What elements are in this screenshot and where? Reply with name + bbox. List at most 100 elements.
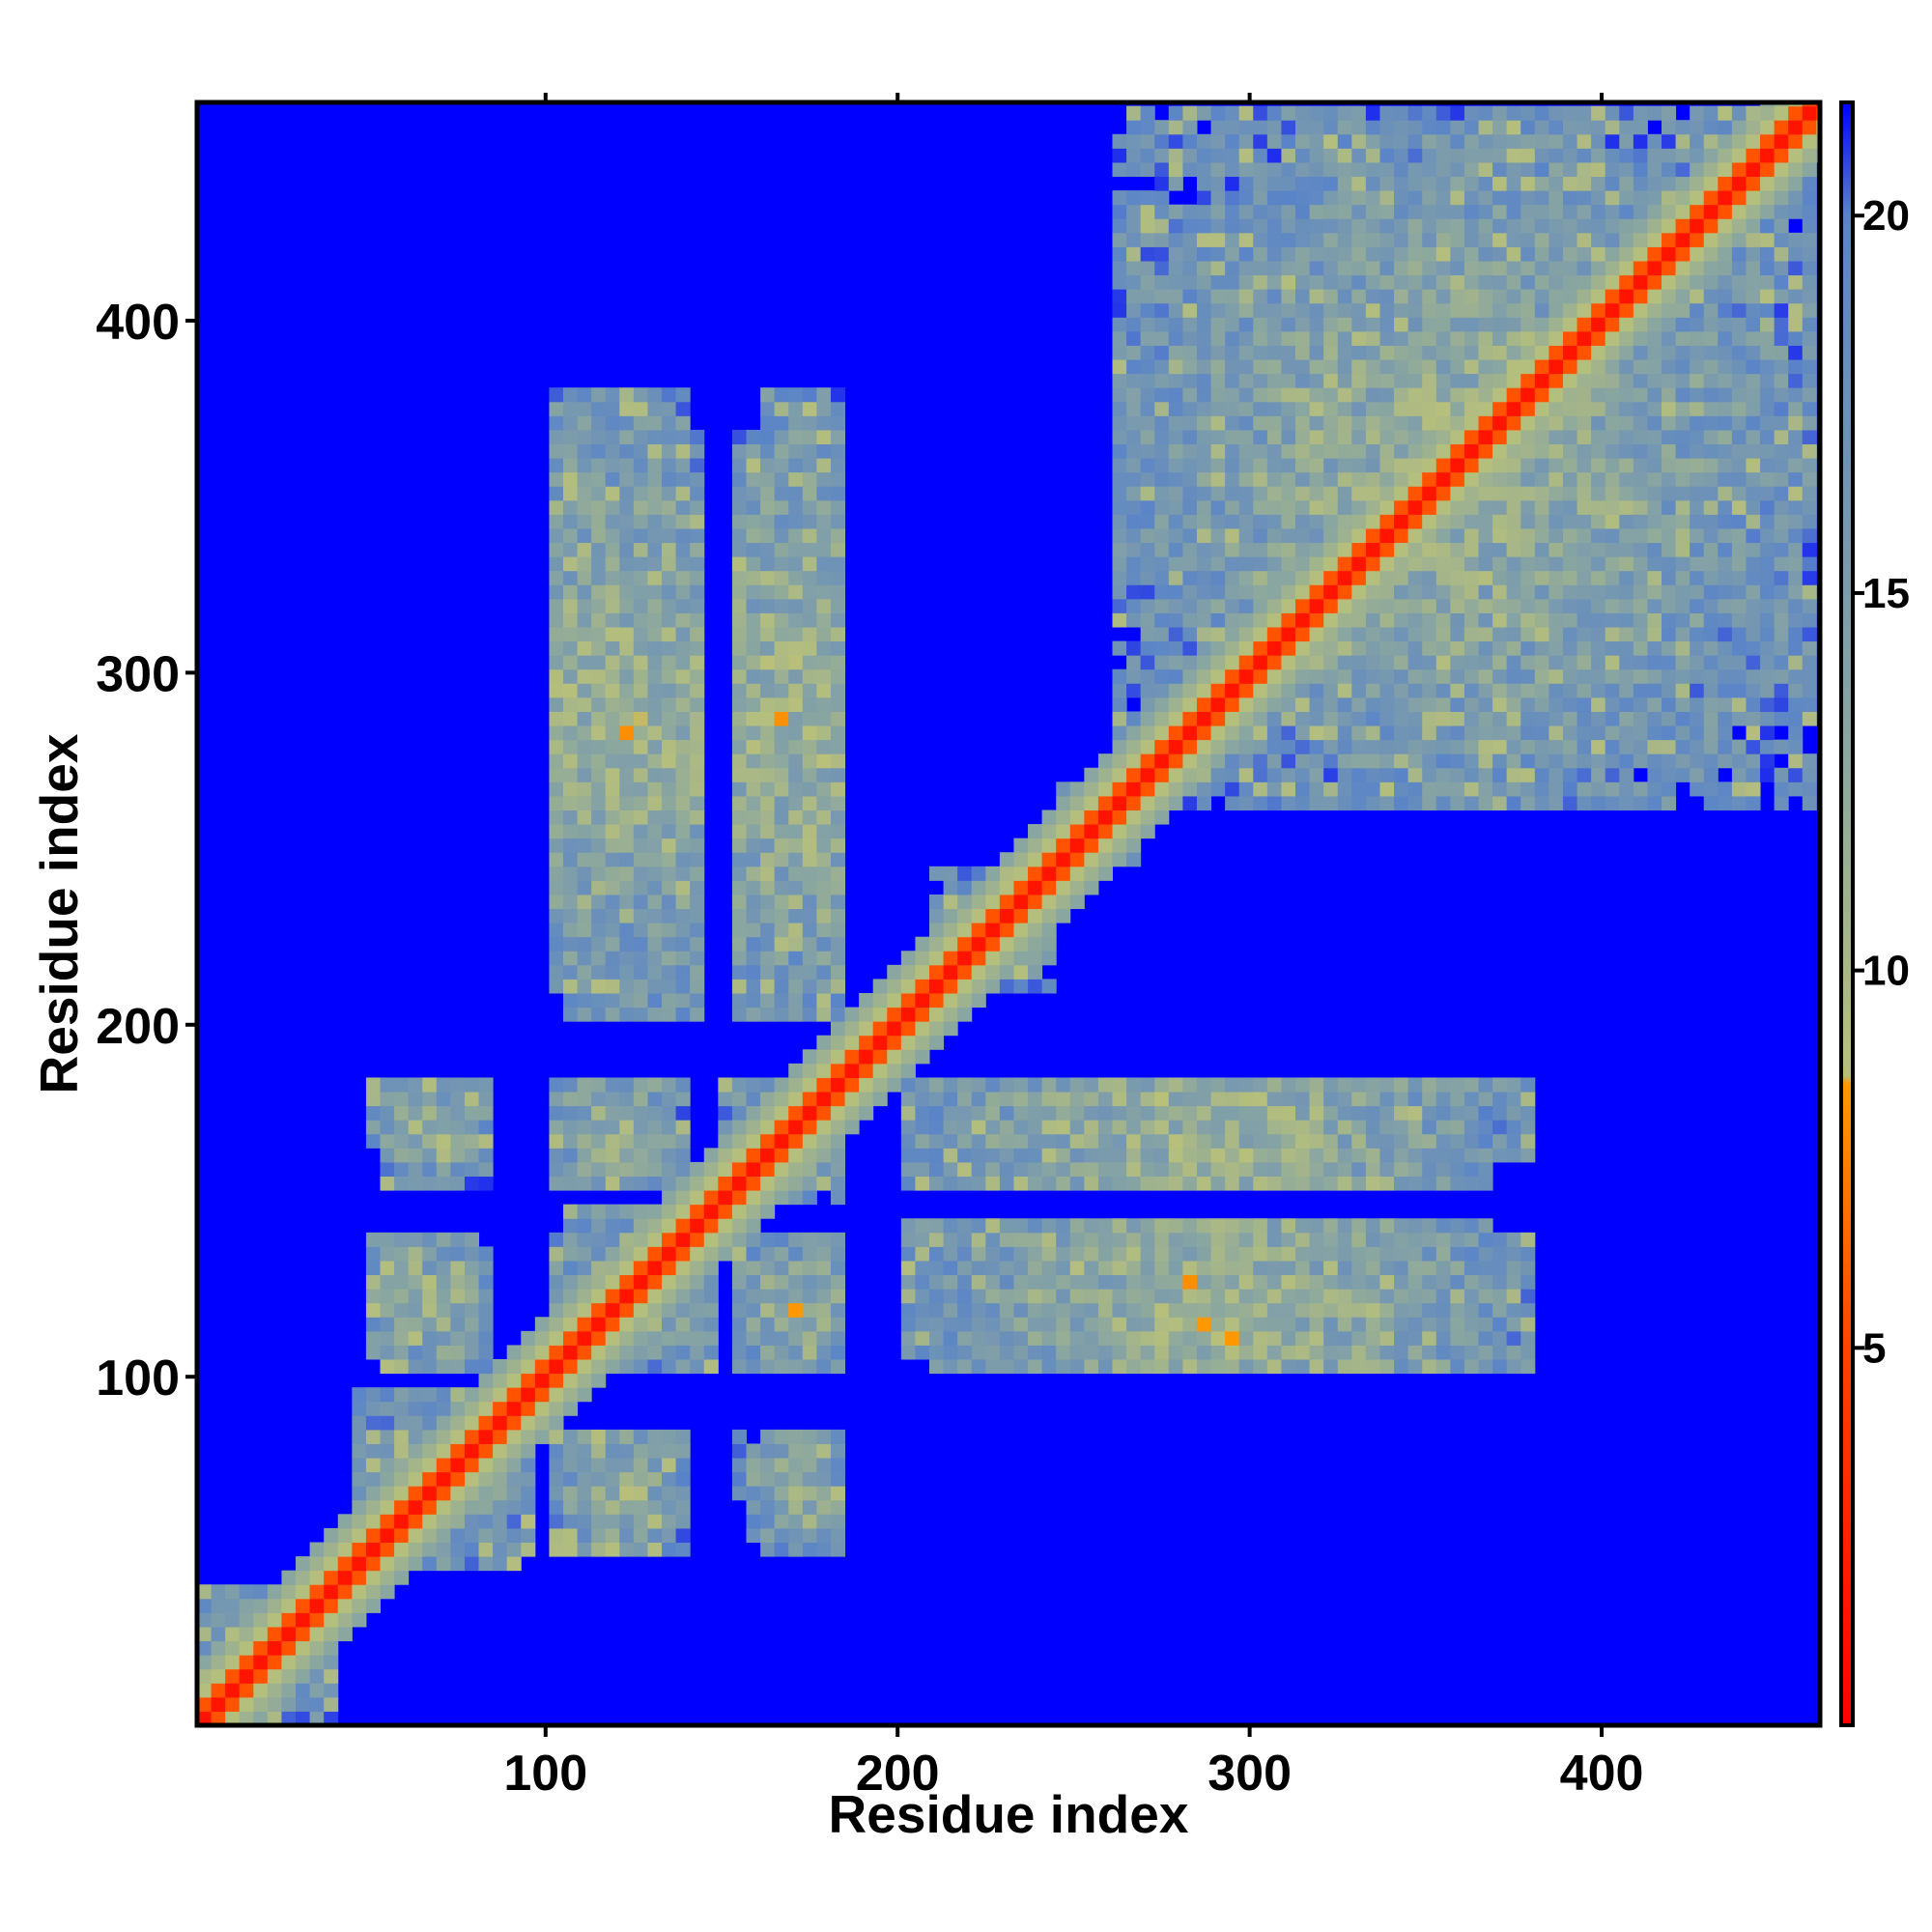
heat-cell: [1506, 289, 1521, 304]
heat-cell: [900, 1007, 916, 1022]
heat-cell: [1351, 499, 1367, 515]
heat-cell: [591, 598, 607, 613]
heat-cell: [1084, 1330, 1099, 1346]
heat-cell: [774, 415, 789, 431]
heat-cell: [1351, 1176, 1367, 1191]
heat-cell: [662, 1289, 677, 1304]
heat-cell: [1662, 781, 1677, 797]
heat-cell: [436, 1092, 451, 1107]
heat-cell: [1365, 1317, 1380, 1332]
heat-cell: [563, 542, 579, 557]
heat-cell: [1365, 289, 1380, 304]
heat-cell: [1323, 471, 1339, 487]
heat-cell: [662, 1105, 677, 1121]
heat-cell: [1337, 260, 1352, 276]
heat-cell: [1506, 1317, 1521, 1332]
heat-cell: [394, 1458, 410, 1473]
heat-cell: [1662, 471, 1677, 487]
heat-cell: [1281, 696, 1296, 712]
heat-cell: [1056, 852, 1071, 867]
heat-cell: [1633, 120, 1648, 135]
heat-cell: [1365, 668, 1380, 684]
heat-cell: [1633, 161, 1648, 178]
heat-cell: [1028, 1148, 1043, 1163]
heat-cell: [1407, 767, 1423, 782]
heat-cell: [1337, 683, 1352, 698]
heat-cell: [1407, 668, 1423, 684]
heat-cell: [1126, 246, 1142, 262]
heat-cell: [662, 570, 677, 585]
heat-cell: [1478, 289, 1493, 304]
heat-cell: [605, 1527, 620, 1543]
heat-cell: [408, 1387, 423, 1403]
heat-cell: [1675, 289, 1690, 304]
heat-cell: [591, 923, 607, 938]
heat-cell: [365, 1527, 381, 1543]
heat-cell: [1492, 415, 1508, 431]
heat-cell: [337, 1584, 353, 1600]
heat-cell: [1126, 415, 1142, 431]
heat-cell: [1238, 612, 1254, 628]
heat-cell: [1647, 161, 1662, 178]
heat-cell: [1463, 232, 1480, 247]
heat-cell: [1492, 1246, 1508, 1262]
heat-cell: [591, 1204, 607, 1219]
heat-cell: [647, 1486, 663, 1501]
heat-cell: [971, 880, 986, 895]
heat-cell: [830, 767, 846, 782]
heat-cell: [1196, 626, 1212, 642]
heat-cell: [872, 993, 888, 1009]
heat-cell: [746, 696, 761, 712]
heat-cell: [605, 739, 620, 754]
heat-cell: [1056, 838, 1071, 853]
heat-cell: [1534, 148, 1549, 163]
heat-cell: [1394, 725, 1409, 741]
heat-cell: [337, 1527, 353, 1543]
heat-cell: [1041, 824, 1057, 839]
heat-cell: [1492, 1274, 1508, 1290]
heat-cell: [675, 936, 691, 952]
heat-cell: [1463, 105, 1480, 121]
heat-cell: [887, 1077, 902, 1093]
heat-cell: [662, 1330, 677, 1346]
heat-cell: [1281, 1302, 1296, 1318]
heat-cell: [1112, 824, 1127, 839]
heat-cell: [1126, 1148, 1142, 1163]
heat-cell: [1365, 232, 1380, 247]
heat-cell: [1253, 429, 1268, 444]
heat-cell: [647, 1133, 663, 1149]
heat-cell: [1690, 415, 1705, 431]
heat-cell: [605, 993, 620, 1009]
heat-cell: [1520, 218, 1536, 234]
heat-cell: [1675, 753, 1690, 769]
heat-cell: [577, 387, 592, 403]
heat-cell: [225, 1640, 241, 1656]
heat-cell: [577, 1330, 592, 1346]
heat-cell: [1506, 753, 1521, 769]
heat-cell: [1028, 1246, 1043, 1262]
heat-cell: [619, 696, 635, 712]
heat-cell: [1210, 514, 1226, 529]
heat-cell: [1281, 260, 1296, 276]
heat-cell: [1450, 598, 1465, 613]
heat-cell: [1394, 373, 1409, 388]
heat-cell: [1182, 415, 1198, 431]
heat-cell: [1168, 1330, 1183, 1346]
heat-cell: [647, 1092, 663, 1107]
heat-cell: [225, 1612, 241, 1628]
heat-cell: [731, 1330, 748, 1346]
heat-cell: [1168, 1092, 1183, 1107]
heat-cell: [1196, 1302, 1212, 1318]
heat-cell: [703, 1218, 719, 1234]
heat-cell: [1662, 683, 1677, 698]
heat-cell: [816, 923, 832, 938]
heat-cell: [1210, 330, 1226, 346]
heat-cell: [1351, 598, 1367, 613]
heat-cell: [1633, 696, 1648, 712]
heat-cell: [1450, 429, 1465, 444]
heat-cell: [788, 951, 804, 966]
heat-cell: [296, 1598, 311, 1613]
heat-cell: [549, 584, 564, 600]
heat-cell: [1253, 1246, 1268, 1262]
heat-cell: [1365, 753, 1380, 769]
